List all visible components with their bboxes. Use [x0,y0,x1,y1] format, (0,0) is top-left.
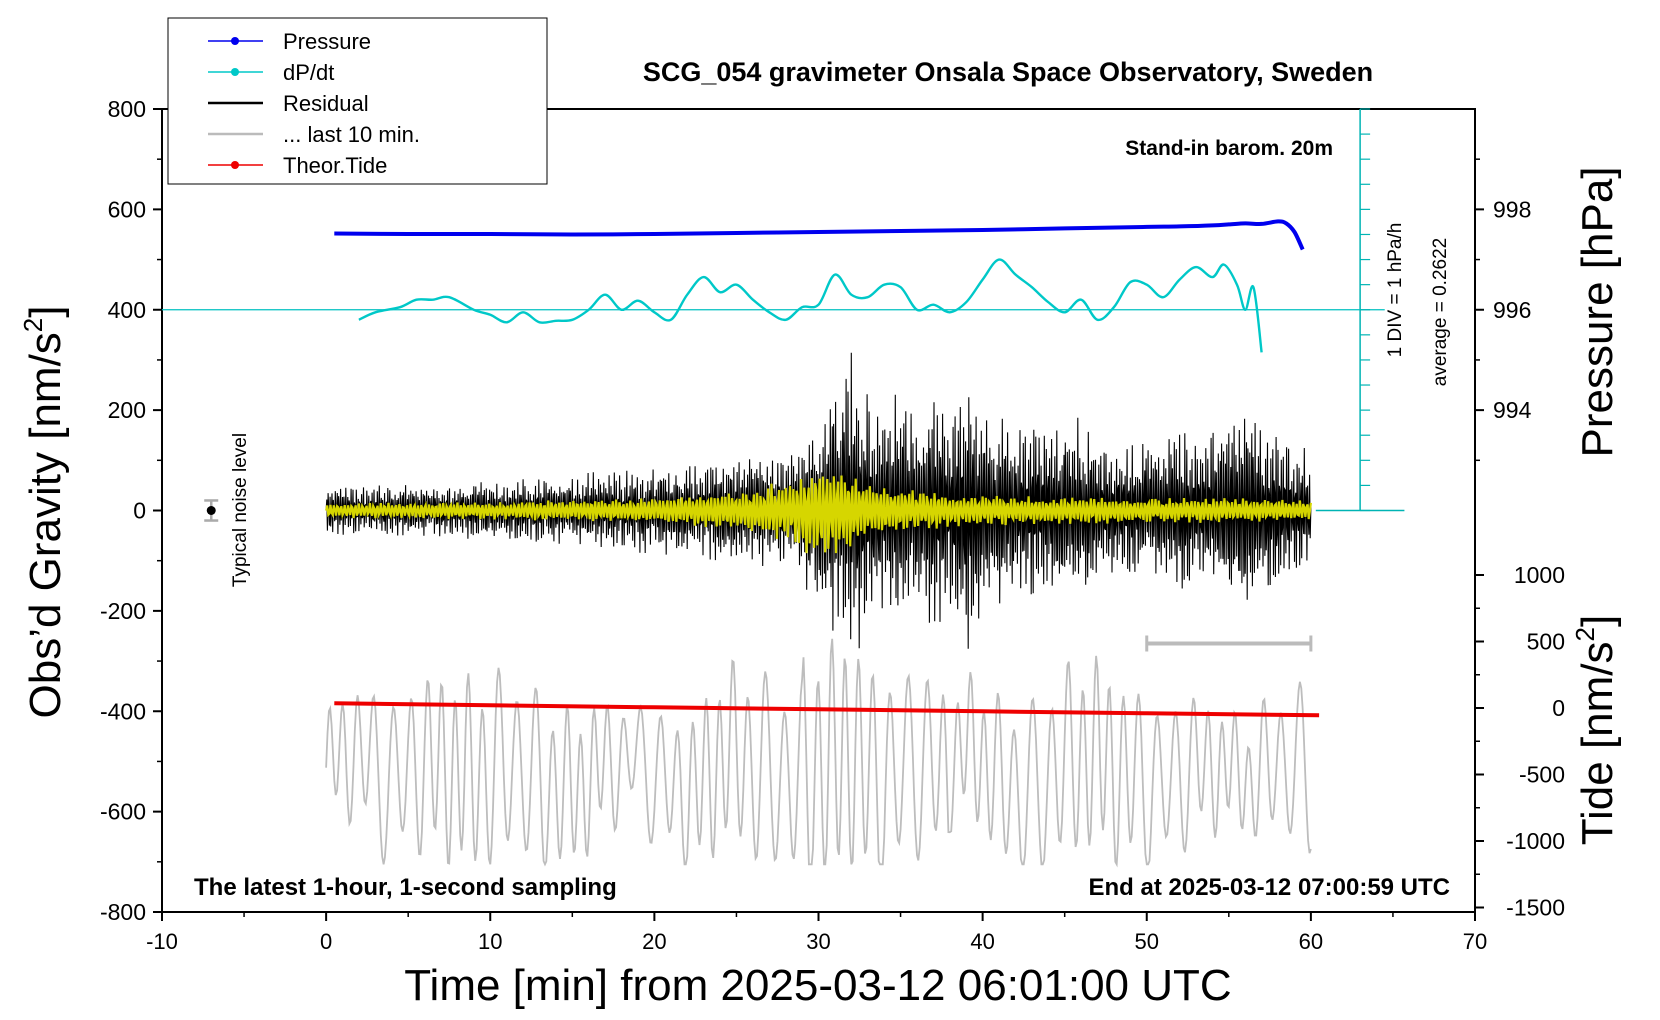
legend-label: ... last 10 min. [283,122,420,147]
noise-level-dot [206,506,216,515]
tide-tick-label: -1000 [1506,828,1565,854]
tide-tick-label: 1000 [1514,562,1565,588]
residual-filtered-line [325,475,1312,554]
pressure-series [334,219,1305,251]
legend-label: Theor.Tide [283,153,387,178]
y-axis-label-tide-end: ] [1573,615,1622,627]
x-tick-label: 70 [1463,929,1487,954]
x-tick-label: 50 [1135,929,1159,954]
dpdt-series [358,258,1263,353]
y-tick-label: -200 [100,598,146,624]
residual-filtered-series [325,475,1312,554]
chart-title: SCG_054 gravimeter Onsala Space Observat… [643,57,1373,87]
bottom-left-note: The latest 1-hour, 1-second sampling [194,874,617,901]
y-tick-label: 200 [108,397,146,423]
y-axis-ticks: -800 -600 -400 -200 0 200 400 600 800 [100,96,162,925]
pressure-axis-ticks: 994 996 998 [1475,158,1532,462]
dpdt-scale-note: 1 DIV = 1 hPa/h [1385,223,1406,358]
x-tick-label: 40 [970,929,994,954]
y-axis-label-pressure: Pressure [hPa] [1573,166,1622,457]
y-tick-label: 0 [133,498,146,524]
y-tick-label: -400 [100,698,146,724]
last-10-min-line [325,638,1312,868]
pressure-tick-label: 996 [1493,297,1531,323]
x-tick-label: 10 [478,929,502,954]
legend-marker [231,161,239,169]
y-axis-label-left-end: ] [21,305,70,317]
y-tick-label: 800 [108,96,146,122]
pressure-tick-label: 994 [1493,397,1532,423]
y-axis-label-left: Obs’d Gravity [nm/s2] [18,305,70,718]
legend: Pressure dP/dt Residual ... last 10 min. The… [167,17,548,185]
tide-tick-label: 0 [1552,695,1565,721]
y-axis-label-tide: Tide [nm/s2] [1570,615,1622,845]
legend-label: dP/dt [283,60,334,85]
y-axis-label-tide-main: Tide [nm/s [1573,641,1622,845]
legend-items: Pressure dP/dt Residual ... last 10 min. The… [208,29,420,178]
noise-level-note: Typical noise level [230,433,251,587]
last-10-min-series [325,638,1312,868]
x-axis-label: Time [min] from 2025-03-12 06:01:00 UTC [404,961,1231,1010]
y-tick-label: 600 [108,196,146,222]
theor-tide-series [334,701,1320,718]
theor-tide-line [334,701,1320,718]
tide-tick-label: -500 [1519,762,1565,788]
x-tick-label: 0 [320,929,332,954]
x-tick-label: -10 [146,929,178,954]
y-tick-label: -800 [100,899,146,925]
legend-marker [231,68,239,76]
legend-marker [231,37,239,45]
dpdt-average-note: average = 0.2622 [1430,238,1451,386]
bottom-right-note: End at 2025-03-12 07:00:59 UTC [1089,874,1451,901]
x-axis-ticks: -10 0 10 20 30 40 50 60 70 [146,912,1487,954]
legend-label: Pressure [283,29,371,54]
legend-label: Residual [283,91,369,116]
dpdt-scale-axis [162,108,1405,512]
barometer-note: Stand-in barom. 20m [1125,137,1333,160]
y-axis-label-tide-sup: 2 [1570,627,1600,641]
x-tick-label: 30 [806,929,830,954]
legend-box [167,17,548,185]
y-tick-label: -600 [100,799,146,825]
y-tick-label: 400 [108,297,146,323]
tide-axis-ticks: -1500 -1000 -500 0 500 1000 [1475,562,1565,921]
x-tick-label: 20 [642,929,666,954]
dpdt-line [358,258,1263,353]
pressure-tick-label: 998 [1493,196,1531,222]
tide-tick-label: -1500 [1506,895,1565,921]
noise-and-window-markers [204,499,1313,652]
y-axis-label-left-sup: 2 [18,318,48,332]
pressure-line [334,219,1305,251]
y-axis-label-left-main: Obs’d Gravity [nm/s [21,332,70,718]
tide-tick-label: 500 [1527,629,1565,655]
x-tick-label: 60 [1299,929,1323,954]
